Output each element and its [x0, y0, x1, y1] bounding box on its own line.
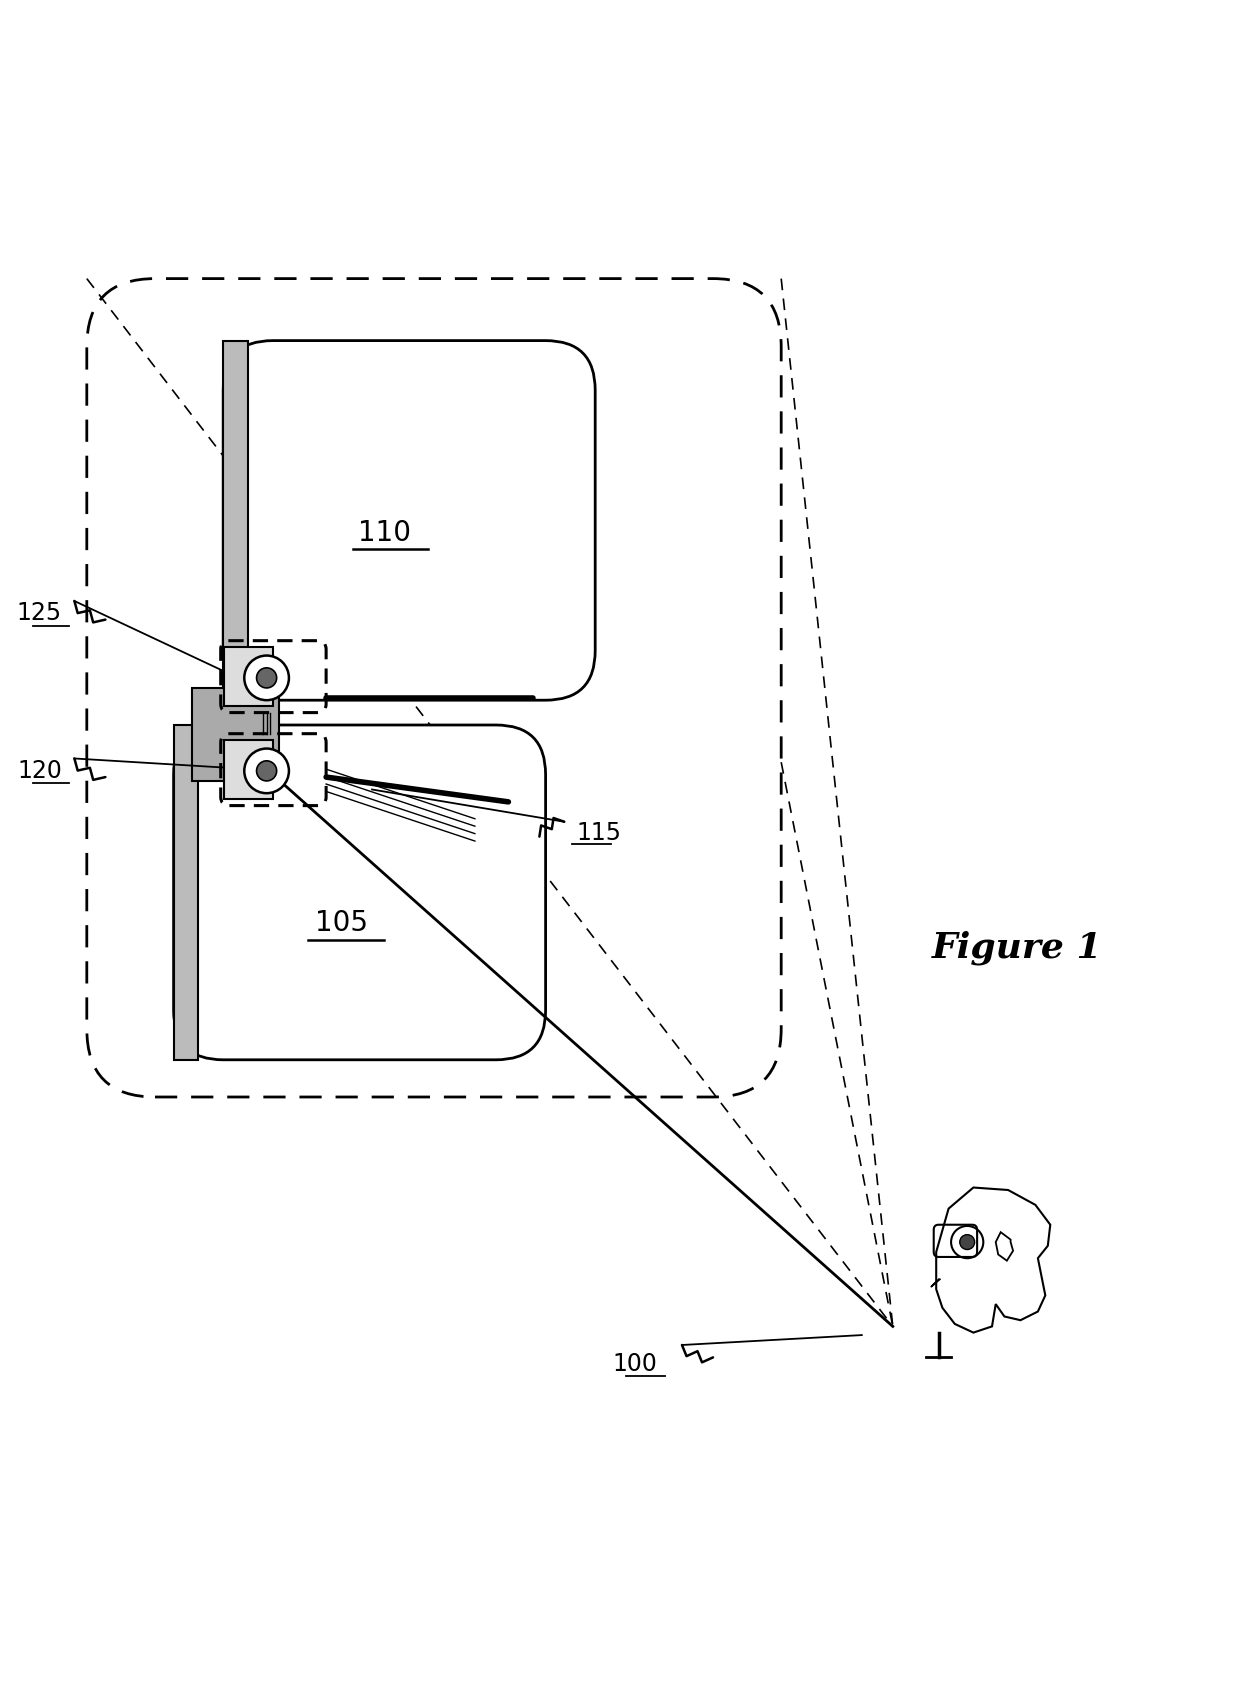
Circle shape	[257, 667, 277, 688]
Circle shape	[960, 1234, 975, 1250]
Circle shape	[244, 749, 289, 793]
Text: Figure 1: Figure 1	[931, 931, 1102, 966]
Polygon shape	[192, 688, 279, 781]
Polygon shape	[224, 740, 273, 800]
Circle shape	[244, 655, 289, 700]
Text: 115: 115	[577, 820, 621, 846]
Polygon shape	[224, 647, 273, 706]
Text: 100: 100	[613, 1352, 657, 1375]
FancyBboxPatch shape	[174, 725, 546, 1060]
Text: 110: 110	[358, 520, 410, 547]
Polygon shape	[223, 341, 248, 700]
Text: 125: 125	[17, 601, 62, 625]
FancyBboxPatch shape	[223, 341, 595, 700]
Text: 105: 105	[315, 910, 367, 937]
Polygon shape	[174, 725, 198, 1060]
Text: 120: 120	[17, 759, 62, 783]
Circle shape	[257, 761, 277, 781]
